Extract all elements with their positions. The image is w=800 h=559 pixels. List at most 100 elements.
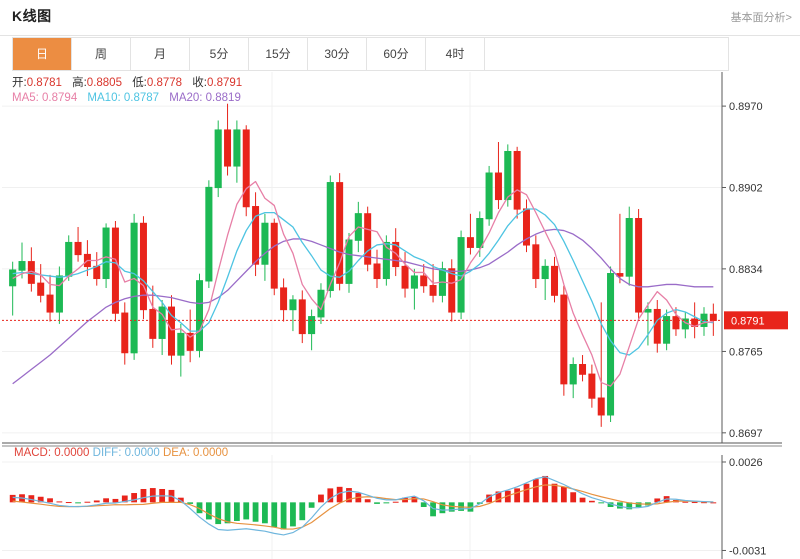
tab-周[interactable]: 周	[72, 38, 131, 70]
macd-bar	[374, 502, 380, 504]
kline-chart-svg[interactable]: 0.8970 0.8902 0.8834 0.8765 0.8697 0.8791 0.00…	[0, 72, 800, 559]
candle-body	[466, 237, 474, 248]
candle-body	[588, 373, 596, 399]
macd-bar	[551, 483, 558, 503]
macd-bar	[205, 502, 212, 520]
macd-bar	[187, 502, 194, 504]
macd-bar	[47, 498, 53, 503]
candle-body	[186, 332, 194, 351]
tab-30分[interactable]: 30分	[308, 38, 367, 70]
tab-15分[interactable]: 15分	[249, 38, 308, 70]
candle-body	[494, 172, 502, 201]
candle-body	[551, 265, 559, 296]
macd-bar	[65, 502, 72, 504]
candle-body	[280, 287, 288, 311]
macd-bar	[56, 501, 63, 503]
price-axis-label: 0.8834	[729, 264, 763, 276]
macd-bar	[327, 488, 334, 503]
ma-line	[12, 208, 714, 356]
macd-bar	[579, 497, 586, 503]
candle-body	[560, 294, 568, 385]
price-axis-label: 0.8697	[729, 428, 763, 440]
macd-bar	[523, 483, 530, 503]
macd-bar	[364, 499, 371, 503]
macd-bar	[439, 502, 446, 514]
macd-bar	[476, 502, 483, 504]
macd-bar	[243, 502, 250, 520]
candle-body	[532, 244, 540, 280]
page-header: K线图 基本面分析>	[0, 0, 800, 36]
candle-body	[270, 222, 278, 289]
macd-bar	[617, 502, 623, 509]
fundamental-analysis-link[interactable]: 基本面分析>	[730, 12, 792, 24]
macd-bar	[635, 502, 642, 507]
macd-bar	[691, 502, 698, 504]
candle-body	[653, 308, 661, 344]
macd-bar	[271, 502, 278, 528]
candle-body	[224, 129, 232, 167]
macd-bar	[336, 486, 343, 503]
macd-bar	[626, 502, 633, 510]
candle-body	[93, 265, 101, 280]
macd-bar	[112, 498, 119, 503]
macd-bar	[570, 492, 577, 503]
macd-bar	[598, 502, 605, 504]
macd-bar	[149, 488, 156, 503]
candle-body	[597, 397, 605, 416]
candle-body	[401, 265, 409, 289]
tab-日[interactable]: 日	[13, 38, 72, 70]
candle-body	[37, 282, 45, 296]
macd-bar	[37, 496, 44, 503]
tab-5分[interactable]: 5分	[190, 38, 249, 70]
price-axis-label: 0.8765	[729, 346, 763, 358]
macd-line	[12, 484, 714, 530]
candle-body	[111, 227, 119, 314]
macd-bar	[9, 494, 16, 503]
candle-body	[121, 312, 129, 354]
macd-bar	[140, 488, 147, 503]
macd-bar	[514, 488, 521, 503]
macd-bar	[710, 502, 717, 504]
macd-bar	[682, 501, 689, 503]
tab-60分[interactable]: 60分	[367, 38, 426, 70]
candle-body	[635, 218, 643, 313]
tab-月[interactable]: 月	[131, 38, 190, 70]
macd-bar	[607, 502, 614, 507]
macd-bar	[299, 502, 306, 521]
macd-bar	[495, 491, 502, 503]
candle-body	[74, 241, 82, 256]
macd-bar	[486, 494, 493, 503]
macd-bar	[420, 502, 427, 507]
macd-bar	[121, 495, 128, 503]
macd-bar	[532, 479, 539, 503]
candle-body	[448, 268, 456, 313]
macd-bar	[448, 502, 455, 512]
candle-body	[149, 308, 157, 339]
candle-body	[513, 150, 521, 210]
macd-bar	[75, 502, 81, 504]
macd-bar	[84, 501, 91, 503]
candle-body	[242, 129, 250, 208]
macd-bar	[411, 496, 418, 503]
chart-area[interactable]: 0.8970 0.8902 0.8834 0.8765 0.8697 0.8791 0.00…	[0, 72, 800, 559]
macd-bar	[542, 475, 549, 503]
candle-body	[364, 213, 372, 265]
candle-body	[709, 313, 717, 321]
macd-bar	[196, 502, 203, 514]
candle-body	[336, 182, 344, 284]
candle-body	[252, 206, 260, 265]
price-axis-label: 0.8902	[729, 182, 763, 194]
tabbar-filler	[485, 38, 729, 70]
macd-bar	[392, 501, 399, 503]
macd-bar	[177, 497, 184, 503]
current-price-tag-label: 0.8791	[731, 315, 765, 327]
macd-axis-label: 0.0026	[729, 457, 763, 469]
tab-4时[interactable]: 4时	[426, 38, 485, 70]
current-price-tag	[724, 311, 788, 330]
macd-bar	[28, 495, 35, 503]
candle-body	[167, 306, 175, 356]
macd-bar	[504, 490, 511, 503]
macd-bar	[588, 500, 595, 503]
candle-body	[429, 285, 437, 296]
